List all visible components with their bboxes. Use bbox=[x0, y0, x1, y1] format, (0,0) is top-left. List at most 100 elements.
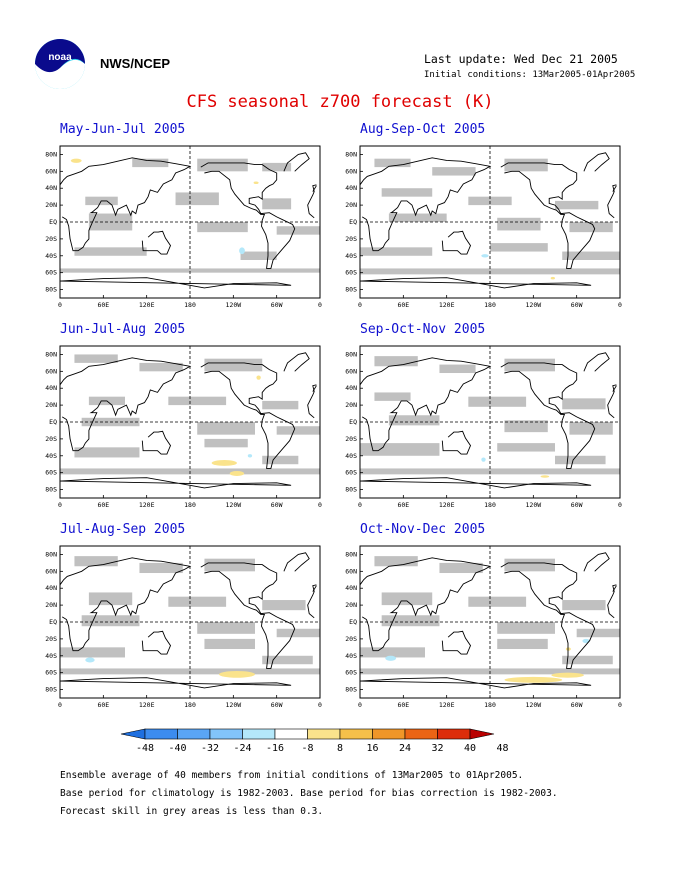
lon-label: 180 bbox=[184, 501, 196, 509]
panel-title-6: Oct-Nov-Dec 2005 bbox=[360, 522, 486, 537]
colorbar-label: 8 bbox=[337, 743, 343, 754]
coastline bbox=[500, 562, 596, 669]
coastline-antarctica bbox=[59, 277, 292, 289]
lon-label: 180 bbox=[484, 501, 496, 509]
lon-label: 180 bbox=[184, 701, 196, 709]
panel-title-1: May-Jun-Jul 2005 bbox=[60, 122, 186, 137]
lon-label: 120E bbox=[139, 701, 155, 709]
lat-label: 40S bbox=[45, 652, 57, 660]
lat-label: 40N bbox=[345, 384, 357, 392]
colorbar-label: -48 bbox=[136, 743, 154, 754]
coastline bbox=[612, 385, 617, 392]
noaa-logo-text: noaa bbox=[48, 52, 72, 63]
low-skill-region bbox=[204, 558, 255, 572]
coastline bbox=[612, 185, 617, 192]
low-skill-region bbox=[468, 596, 527, 607]
low-skill-region bbox=[562, 655, 613, 665]
lat-label: 20S bbox=[345, 635, 357, 643]
coastline bbox=[141, 630, 172, 655]
anomaly-contour bbox=[540, 475, 550, 478]
anomaly-contour bbox=[70, 158, 82, 163]
colorbar-arrow-left bbox=[120, 728, 146, 740]
lat-label: 80S bbox=[45, 686, 57, 694]
low-skill-region bbox=[240, 251, 277, 260]
low-skill-region bbox=[504, 420, 548, 433]
coastline bbox=[283, 152, 310, 172]
low-skill-region bbox=[74, 354, 118, 363]
lon-label: 0 bbox=[318, 701, 322, 709]
low-skill-region bbox=[388, 213, 447, 222]
lon-label: 60E bbox=[97, 301, 109, 309]
lon-label: 60W bbox=[271, 701, 283, 709]
coastline-antarctica bbox=[359, 677, 592, 689]
low-skill-region bbox=[374, 158, 411, 168]
low-skill-region bbox=[555, 455, 606, 465]
lat-label: 20N bbox=[45, 601, 57, 609]
colorbar-label: 16 bbox=[366, 743, 378, 754]
lat-label: 20S bbox=[345, 435, 357, 443]
coastline bbox=[441, 630, 472, 655]
lon-label: 120W bbox=[526, 301, 542, 309]
low-skill-region bbox=[276, 426, 320, 435]
lat-label: 60N bbox=[45, 567, 57, 575]
low-skill-region bbox=[74, 556, 118, 567]
low-skill-region bbox=[197, 422, 255, 435]
coastline-antarctica bbox=[359, 277, 592, 289]
lon-label: 60W bbox=[571, 301, 583, 309]
low-skill-region bbox=[432, 167, 476, 176]
lat-label: 60N bbox=[345, 367, 357, 375]
lat-label: 60N bbox=[45, 367, 57, 375]
lon-label: 120W bbox=[526, 701, 542, 709]
panel-title-4: Sep-Oct-Nov 2005 bbox=[360, 322, 486, 337]
low-skill-region bbox=[381, 615, 440, 627]
lon-label: 60E bbox=[397, 501, 409, 509]
lon-label: 60E bbox=[397, 701, 409, 709]
low-skill-region bbox=[576, 628, 620, 638]
lon-label: 0 bbox=[358, 701, 362, 709]
lon-label: 120E bbox=[139, 501, 155, 509]
low-skill-region bbox=[262, 162, 292, 172]
map-panel-5: 80N 60N 40N 20N EQ 20S 40S 60S 80S 0 60E 120E 180 120… bbox=[32, 540, 322, 710]
lat-label: 80N bbox=[45, 550, 57, 558]
anomaly-contour bbox=[550, 276, 555, 280]
lat-label: 60N bbox=[345, 167, 357, 175]
coastline bbox=[583, 352, 610, 372]
low-skill-region bbox=[497, 443, 555, 452]
anomaly-contour bbox=[481, 254, 489, 258]
anomaly-contour bbox=[385, 655, 397, 661]
low-skill-region bbox=[74, 447, 140, 458]
coastline bbox=[59, 557, 192, 652]
panel-title-3: Jun-Jul-Aug 2005 bbox=[60, 322, 186, 337]
low-skill-region bbox=[204, 638, 255, 650]
lat-label: 80S bbox=[345, 286, 357, 294]
low-skill-region bbox=[381, 592, 433, 606]
lat-label: 40N bbox=[45, 584, 57, 592]
lat-label: EQ bbox=[349, 218, 357, 226]
low-skill-region bbox=[360, 647, 425, 658]
lon-label: 60W bbox=[571, 501, 583, 509]
lat-label: 20S bbox=[45, 635, 57, 643]
lat-label: 40N bbox=[45, 384, 57, 392]
lat-label: 60N bbox=[45, 167, 57, 175]
lat-label: 60N bbox=[345, 567, 357, 575]
colorbar-label: -32 bbox=[201, 743, 219, 754]
coastline bbox=[441, 430, 472, 455]
lat-label: EQ bbox=[49, 218, 57, 226]
low-skill-region bbox=[504, 558, 555, 572]
colorbar-label: -40 bbox=[168, 743, 186, 754]
lat-label: 60S bbox=[345, 469, 357, 477]
low-skill-region bbox=[276, 226, 320, 235]
lat-label: 80N bbox=[345, 550, 357, 558]
low-skill-region bbox=[497, 217, 541, 231]
coastline bbox=[359, 357, 492, 452]
coastline bbox=[583, 152, 610, 172]
anomaly-contour bbox=[256, 375, 261, 380]
anomaly-contour bbox=[504, 676, 563, 683]
low-skill-region bbox=[262, 455, 299, 465]
low-skill-region bbox=[562, 600, 606, 611]
lat-label: EQ bbox=[49, 618, 57, 626]
lat-label: EQ bbox=[349, 618, 357, 626]
lat-label: EQ bbox=[49, 418, 57, 426]
low-skill-region bbox=[569, 222, 613, 233]
